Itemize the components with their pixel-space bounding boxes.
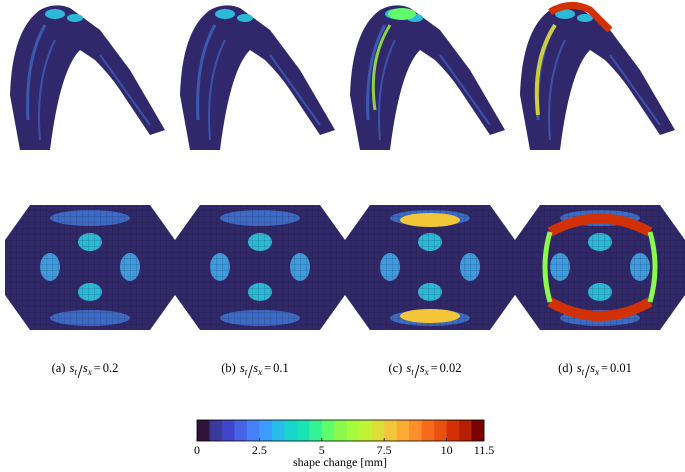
colorbar-band	[421, 420, 435, 441]
ratio-value: 0.1	[273, 361, 289, 375]
math-subscript: x	[87, 367, 92, 377]
colorbar-band	[309, 420, 323, 441]
colorbar-band	[271, 420, 285, 441]
colorbar-band	[459, 420, 472, 441]
colorbar-band	[396, 420, 410, 441]
math-symbol: s	[253, 361, 258, 375]
panel-a	[5, 3, 175, 330]
math-relation: =	[94, 361, 101, 375]
math-symbol: s	[590, 361, 595, 375]
math-subscript: x	[594, 367, 599, 377]
math-subscript: x	[424, 367, 429, 377]
panel-d	[515, 2, 685, 330]
colorbar-band	[246, 420, 260, 441]
caption-tag: (c)	[388, 361, 402, 375]
colorbar-band	[334, 420, 348, 441]
fraction-slash	[248, 364, 253, 379]
panel-b	[175, 3, 345, 330]
caption: (d) st sx = 0.01	[558, 361, 632, 377]
math-symbol: s	[69, 361, 74, 375]
colorbar-tick-label: 5	[319, 443, 325, 457]
caption-tag: (b)	[221, 361, 236, 375]
fraction-slash	[584, 364, 590, 379]
math-symbol: s	[406, 361, 411, 375]
colorbar-tick-label: 0	[194, 443, 200, 457]
math-subscript: x	[257, 367, 262, 377]
math-subscript: t	[74, 367, 77, 377]
colorbar-tick-label: 2.5	[252, 443, 267, 457]
caption: (b) st sx = 0.1	[221, 361, 289, 377]
math-subscript: t	[582, 367, 585, 377]
fraction-slash	[414, 364, 420, 379]
colorbar-tick-label: 11.5	[474, 443, 495, 457]
caption-tag: (a)	[52, 361, 66, 375]
colorbar-band	[321, 420, 335, 441]
panel-c	[345, 3, 515, 330]
colorbar-band	[346, 420, 360, 441]
colorbar-band	[409, 420, 422, 441]
colorbar-band	[259, 420, 273, 441]
colorbar-tick-label: 7.5	[377, 443, 392, 457]
colorbar-band	[197, 420, 210, 441]
ratio-value: 0.2	[103, 361, 119, 375]
colorbar-band	[234, 420, 248, 441]
colorbar-band	[446, 420, 460, 441]
colorbar-band	[434, 420, 447, 441]
colorbar-label: shape change [mm]	[293, 455, 387, 469]
ratio-value: 0.01	[610, 361, 632, 375]
colorbar-band	[371, 420, 385, 441]
colorbar-band	[284, 420, 298, 441]
caption: (a) st sx = 0.2	[52, 361, 119, 377]
captions: (a) st sx = 0.2 (b) st sx = 0.1 (c) st sx = 0.02 (d) st s…	[52, 361, 632, 379]
math-relation: =	[601, 361, 608, 375]
fraction-slash	[77, 364, 83, 379]
math-subscript: t	[245, 367, 248, 377]
colorbar-frame	[196, 419, 485, 442]
colorbar-tick-label: 10	[441, 443, 453, 457]
caption-tag: (d)	[558, 361, 573, 375]
colorbar: 0 2.5 5 7.5 10 11.5	[194, 419, 495, 457]
ratio-value: 0.02	[440, 361, 462, 375]
math-subscript: t	[411, 367, 414, 377]
colorbar-band	[209, 420, 223, 441]
math-symbol: s	[577, 361, 582, 375]
math-relation: =	[264, 361, 271, 375]
colorbar-band	[296, 420, 310, 441]
math-relation: =	[431, 361, 438, 375]
colorbar-band	[221, 420, 235, 441]
colorbar-band	[384, 420, 397, 441]
colorbar-band	[359, 420, 372, 441]
caption: (c) st sx = 0.02	[388, 361, 461, 377]
colorbar-band	[471, 420, 485, 441]
math-symbol: s	[83, 361, 88, 375]
math-symbol: s	[240, 361, 245, 375]
math-symbol: s	[420, 361, 425, 375]
